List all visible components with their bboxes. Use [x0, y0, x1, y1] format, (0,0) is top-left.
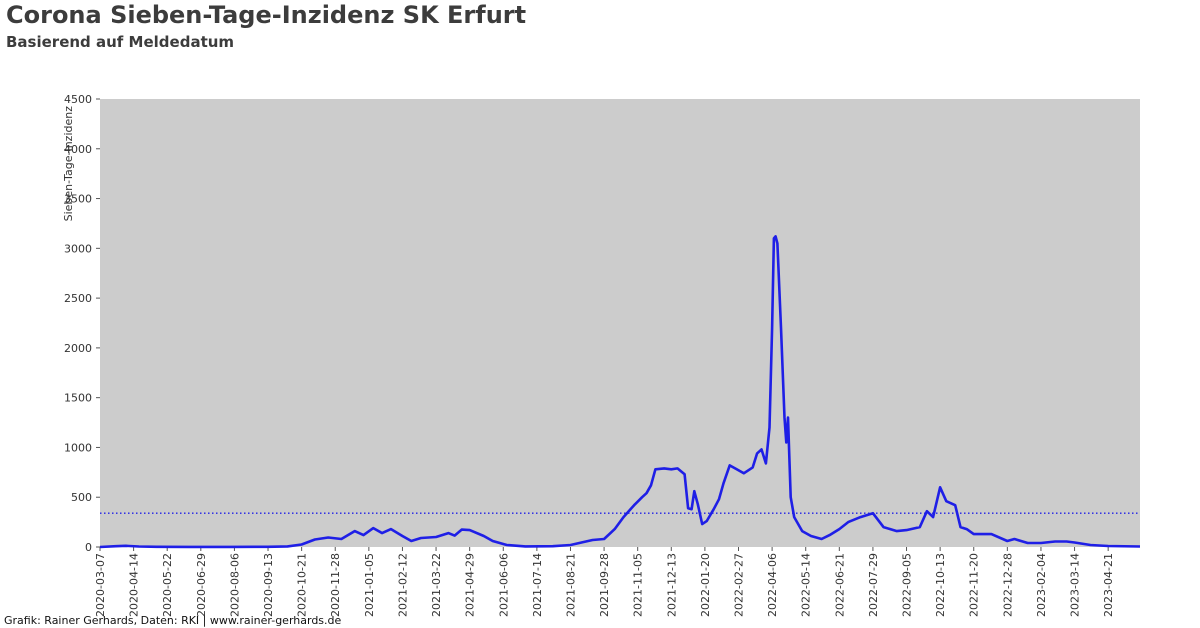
- chart-title: Corona Sieben-Tage-Inzidenz SK Erfurt: [6, 1, 527, 29]
- x-tick-label: 2022-04-06: [766, 553, 779, 617]
- x-tick-label: 2021-08-21: [564, 553, 577, 617]
- x-tick-label: 2021-07-14: [531, 553, 544, 617]
- x-tick-label: 2023-02-04: [1035, 553, 1048, 617]
- x-tick-label: 2020-03-07: [94, 553, 107, 617]
- x-tick-label: 2021-04-29: [464, 553, 477, 617]
- x-tick-label: 2022-06-21: [833, 553, 846, 617]
- y-tick-label: 500: [71, 491, 92, 504]
- x-tick-label: 2022-01-20: [699, 553, 712, 617]
- y-tick-label: 3500: [64, 193, 92, 206]
- x-tick-label: 2021-02-12: [396, 553, 409, 617]
- y-tick-label: 4000: [64, 143, 92, 156]
- plot-area: [100, 99, 1140, 547]
- x-tick-label: 2023-03-14: [1069, 553, 1082, 617]
- x-tick-label: 2022-05-14: [800, 553, 813, 617]
- y-axis-label: Sieben-Tage-Inzidenz: [62, 106, 75, 222]
- y-tick-label: 2000: [64, 342, 92, 355]
- x-tick-label: 2022-11-20: [968, 553, 981, 617]
- y-tick-label: 0: [85, 541, 92, 554]
- x-tick-label: 2020-09-13: [262, 553, 275, 617]
- y-tick-label: 1500: [64, 392, 92, 405]
- y-tick-label: 3000: [64, 242, 92, 255]
- series-line-incidence: [99, 235, 1141, 549]
- x-tick-label: 2022-12-28: [1001, 553, 1014, 617]
- x-tick-label: 2020-04-14: [128, 553, 141, 617]
- x-tick-label: 2023-04-21: [1102, 553, 1115, 617]
- x-tick-label: 2022-02-27: [733, 553, 746, 617]
- x-tick-label: 2021-01-05: [363, 553, 376, 617]
- x-tick-label: 2022-10-13: [934, 553, 947, 617]
- x-tick-label: 2021-11-05: [632, 553, 645, 617]
- chart-subtitle: Basierend auf Meldedatum: [6, 33, 235, 51]
- y-tick-label: 1000: [64, 441, 92, 454]
- x-tick-label: 2021-03-22: [430, 553, 443, 617]
- x-tick-label: 2020-10-21: [296, 553, 309, 617]
- y-axis-ticks: 0 500 1000 1500 2000 2500 3000 3500 4000 4500: [64, 93, 100, 554]
- x-tick-label: 2021-09-28: [598, 553, 611, 617]
- y-tick-label: 4500: [64, 93, 92, 106]
- x-tick-label: 2020-06-29: [195, 553, 208, 617]
- y-tick-label: 2500: [64, 292, 92, 305]
- credit-text: Grafik: Rainer Gerhards, Daten: RKI | ww…: [4, 614, 342, 627]
- x-tick-label: 2022-09-05: [901, 553, 914, 617]
- x-tick-label: 2020-11-28: [329, 553, 342, 617]
- x-tick-label: 2021-06-06: [497, 553, 510, 617]
- x-tick-label: 2022-07-29: [867, 553, 880, 617]
- x-tick-label: 2020-08-06: [228, 553, 241, 617]
- x-tick-label: 2021-12-13: [665, 553, 678, 617]
- x-axis-ticks: 2020-03-07 2020-04-14 2020-05-22 2020-06-29…: [94, 547, 1115, 617]
- x-tick-label: 2020-05-22: [161, 553, 174, 617]
